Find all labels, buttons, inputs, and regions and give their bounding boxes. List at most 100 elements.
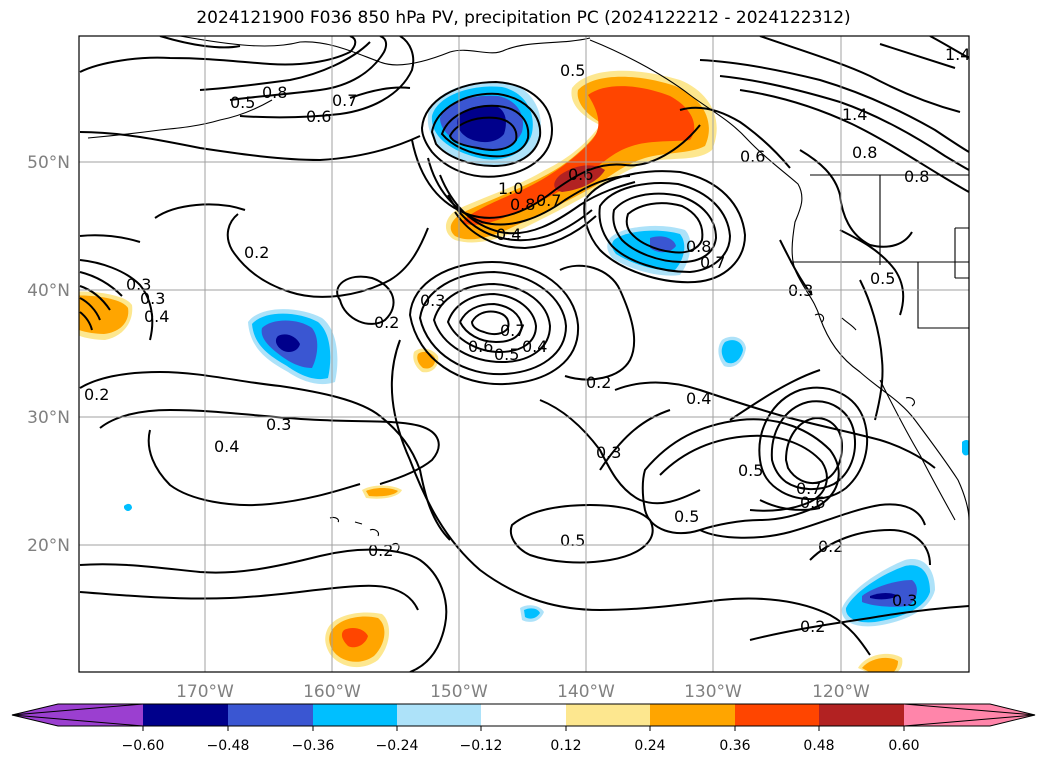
precip-area xyxy=(275,334,300,352)
pv-contour xyxy=(440,104,530,158)
pv-contour xyxy=(929,36,969,59)
contour-label: 0.2 xyxy=(586,373,611,392)
pv-contour xyxy=(432,282,552,364)
pv-contour xyxy=(448,116,518,151)
contour-label: 0.4 xyxy=(496,225,521,244)
pv-contour xyxy=(759,499,821,511)
colorbar-segment xyxy=(481,704,566,726)
colorbar: −0.60 −0.48 −0.36 −0.24 −0.12 0.12 0.24 … xyxy=(11,703,1036,754)
colorbar-tick-label: 0.12 xyxy=(550,738,581,754)
lon-label: 140°W xyxy=(557,682,615,702)
contour-label: 0.2 xyxy=(374,313,399,332)
precip-area xyxy=(721,340,743,364)
pv-contour xyxy=(147,429,361,507)
pv-contour xyxy=(614,381,936,469)
lon-label: 120°W xyxy=(812,682,870,702)
contour-label: 0.2 xyxy=(818,537,843,556)
pv-contour xyxy=(446,292,538,354)
pv-contour xyxy=(799,149,913,248)
pv-contour xyxy=(583,170,747,284)
pv-contour xyxy=(739,89,969,193)
pv-contour xyxy=(839,229,905,316)
pv-contour xyxy=(420,80,554,178)
map-frame xyxy=(78,35,970,673)
pv-contour xyxy=(679,106,791,169)
pv-contour xyxy=(79,271,123,297)
pv-contour xyxy=(598,182,732,274)
pv-contour xyxy=(390,339,871,656)
pv-contour xyxy=(510,503,654,564)
contour-label: 0.2 xyxy=(800,617,825,636)
contour-label: 1.4 xyxy=(945,45,970,64)
colorbar-tick-label: −0.24 xyxy=(376,738,419,754)
contour-label: 0.8 xyxy=(686,237,711,256)
baja-california xyxy=(879,379,956,521)
pv-contour xyxy=(99,408,440,485)
pv-contour xyxy=(699,59,969,153)
pv-contour xyxy=(539,399,701,505)
lat-label: 20°N xyxy=(27,536,70,556)
pv-contour xyxy=(784,416,844,484)
contour-label: 0.4 xyxy=(686,389,711,408)
contour-label: 0.5 xyxy=(494,345,519,364)
pv-contour xyxy=(759,36,961,113)
pv-contour xyxy=(239,36,415,119)
pv-contour xyxy=(349,86,411,99)
contour-label: 0.2 xyxy=(84,385,109,404)
colorbar-segment xyxy=(397,704,481,726)
precip-area xyxy=(366,488,398,497)
pv-contour xyxy=(439,174,636,235)
precip-area xyxy=(457,105,506,143)
pv-contour xyxy=(336,275,395,325)
lat-label: 30°N xyxy=(27,408,70,428)
pv-contours xyxy=(79,36,969,672)
pv-contour xyxy=(79,297,101,321)
contour-label: 0.3 xyxy=(140,289,165,308)
pv-contour xyxy=(859,279,884,421)
contour-label: 0.5 xyxy=(560,531,585,550)
lon-labels: 170°W 160°W 150°W 140°W 130°W 120°W xyxy=(176,682,870,702)
pv-contour xyxy=(879,43,956,69)
pv-contour xyxy=(159,36,241,49)
contour-label: 1.4 xyxy=(842,105,867,124)
contour-label: 0.5 xyxy=(738,461,763,480)
colorbar-tick-label: 0.48 xyxy=(803,738,834,754)
lat-label: 50°N xyxy=(27,153,70,173)
contour-label: 0.6 xyxy=(740,147,765,166)
pv-contour xyxy=(79,131,421,162)
pv-contour xyxy=(79,285,111,311)
pv-contour xyxy=(79,234,141,243)
contour-label: 0.3 xyxy=(126,275,151,294)
contour-label: 0.5 xyxy=(870,269,895,288)
pv-contour xyxy=(625,202,704,254)
map-area: 0.8 0.7 0.6 0.5 0.5 1.0 0.8 0.7 0.6 0.4 … xyxy=(79,36,970,672)
colorbar-tick-label: 0.24 xyxy=(634,738,665,754)
precip-area xyxy=(124,503,132,511)
colorbar-tick-label: −0.48 xyxy=(207,738,250,754)
precip-area xyxy=(462,86,695,225)
lon-label: 170°W xyxy=(176,682,234,702)
colorbar-segment xyxy=(143,704,228,726)
pv-contour xyxy=(729,369,821,421)
pv-contour xyxy=(770,400,856,490)
pv-contour xyxy=(154,203,246,219)
contour-label: 0.6 xyxy=(306,107,331,126)
pv-contour xyxy=(458,302,524,344)
alaska-coast xyxy=(179,36,591,66)
contour-label: 0.3 xyxy=(596,443,621,462)
contour-labels: 0.8 0.7 0.6 0.5 0.5 1.0 0.8 0.7 0.6 0.4 … xyxy=(84,45,970,636)
pv-contour xyxy=(559,264,636,381)
colorbar-border xyxy=(11,703,1036,727)
colorbar-extend-high xyxy=(904,704,1035,726)
contour-label: 0.2 xyxy=(244,243,269,262)
contour-label: 0.8 xyxy=(262,83,287,102)
pv-contour xyxy=(79,311,93,331)
contour-label: 0.4 xyxy=(144,307,169,326)
precip-area xyxy=(862,657,898,672)
hawaii-islands xyxy=(329,516,400,553)
pv-contour xyxy=(599,409,671,471)
pv-contour xyxy=(79,370,451,541)
colorbar-segment xyxy=(566,704,650,726)
pv-contour xyxy=(226,213,429,298)
